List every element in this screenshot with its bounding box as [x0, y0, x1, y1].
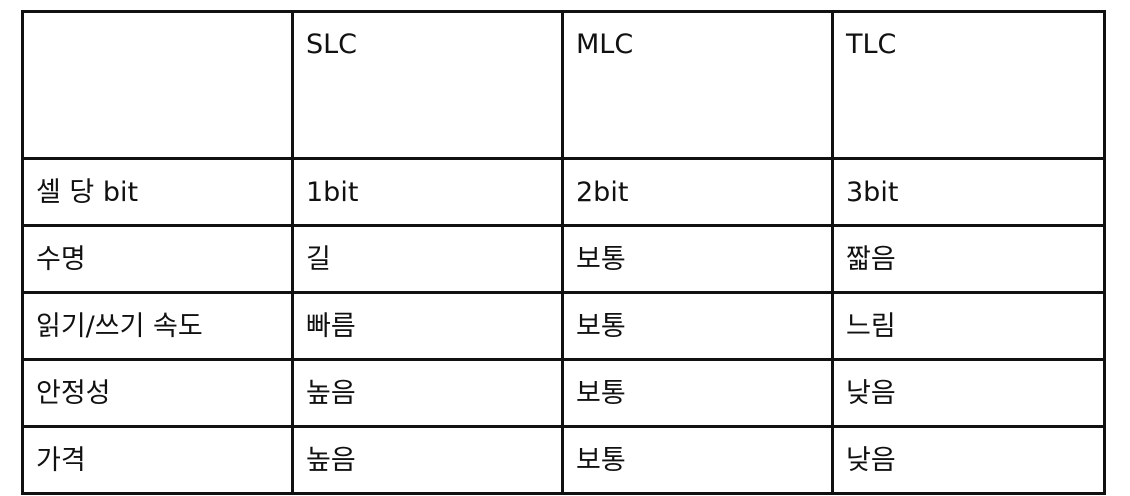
row-label-lifespan: 수명: [21, 224, 294, 294]
table-cell: 낮음: [831, 358, 1106, 428]
table-cell: 높음: [291, 358, 564, 428]
table-cell: 높음: [291, 425, 564, 495]
header-cell-tlc: TLC: [831, 10, 1106, 160]
table-cell: 빠름: [291, 291, 564, 361]
header-cell-mlc: MLC: [561, 10, 834, 160]
table-header-row: SLC MLC TLC: [21, 10, 1106, 160]
row-label-stability: 안정성: [21, 358, 294, 428]
row-label-price: 가격: [21, 425, 294, 495]
table-cell: 보통: [561, 358, 834, 428]
table-cell: 느림: [831, 291, 1106, 361]
header-cell-empty: [21, 10, 294, 160]
table-cell: 2bit: [561, 157, 834, 227]
table-cell: 보통: [561, 425, 834, 495]
table-cell: 보통: [561, 224, 834, 294]
table-row: 가격 높음 보통 낮음: [21, 425, 1106, 495]
table-cell: 길: [291, 224, 564, 294]
table-cell: 짧음: [831, 224, 1106, 294]
table-row: 안정성 높음 보통 낮음: [21, 358, 1106, 428]
table-row: 셀 당 bit 1bit 2bit 3bit: [21, 157, 1106, 227]
header-cell-slc: SLC: [291, 10, 564, 160]
table-row: 읽기/쓰기 속도 빠름 보통 느림: [21, 291, 1106, 361]
table-cell: 낮음: [831, 425, 1106, 495]
row-label-bits-per-cell: 셀 당 bit: [21, 157, 294, 227]
row-label-read-write-speed: 읽기/쓰기 속도: [21, 291, 294, 361]
table-row: 수명 길 보통 짧음: [21, 224, 1106, 294]
nand-cell-comparison-table: SLC MLC TLC 셀 당 bit 1bit 2bit 3bit 수명 길 …: [21, 10, 1106, 495]
table-cell: 보통: [561, 291, 834, 361]
table-cell: 3bit: [831, 157, 1106, 227]
table-cell: 1bit: [291, 157, 564, 227]
